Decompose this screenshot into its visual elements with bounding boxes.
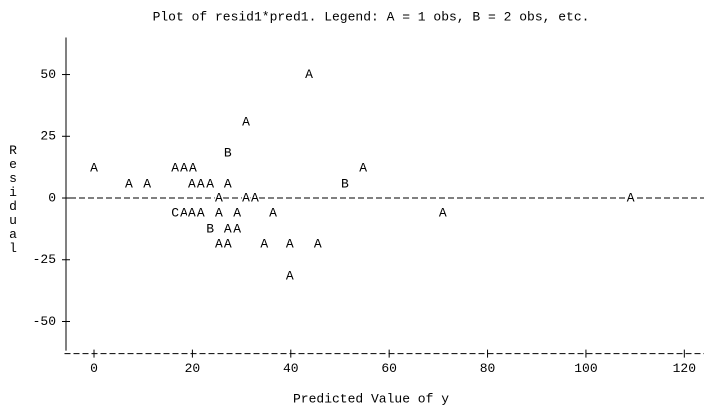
y-tick-label: 0 <box>48 190 56 205</box>
point-symbol: B <box>341 176 349 191</box>
point-symbol: A <box>233 206 241 221</box>
y-tick-label: -50 <box>33 314 56 329</box>
point-symbol: A <box>251 190 259 205</box>
point-symbol: A <box>224 176 232 191</box>
point-symbol: A <box>171 161 179 176</box>
point-symbol: A <box>269 206 277 221</box>
point-symbol: A <box>180 161 188 176</box>
x-tick-label: 20 <box>185 361 201 376</box>
x-tick-label: 120 <box>673 361 696 376</box>
point-symbol: A <box>242 114 250 129</box>
x-tick-label: 60 <box>381 361 397 376</box>
y-tick-label: 25 <box>40 129 56 144</box>
point-symbol: A <box>125 176 133 191</box>
point-symbol: A <box>286 236 294 251</box>
point-symbol: A <box>206 176 214 191</box>
point-symbol: A <box>305 67 313 82</box>
point-symbol: A <box>197 176 205 191</box>
x-tick-label: 0 <box>90 361 98 376</box>
point-symbol: A <box>180 206 188 221</box>
point-symbol: A <box>197 206 205 221</box>
chart-title: Plot of resid1*pred1. Legend: A = 1 obs,… <box>153 9 590 24</box>
point-symbol: A <box>215 236 223 251</box>
point-symbol: A <box>233 222 241 237</box>
y-tick-label: 50 <box>40 67 56 82</box>
point-symbol: A <box>215 206 223 221</box>
point-symbol: A <box>188 176 196 191</box>
point-symbol: A <box>189 161 197 176</box>
x-axis-label: Predicted Value of y <box>293 391 449 406</box>
y-axis-label: Residual <box>6 143 21 255</box>
point-symbol: A <box>439 206 447 221</box>
point-symbol: B <box>224 146 232 161</box>
point-symbol: A <box>286 268 294 283</box>
x-tick-label: 80 <box>480 361 496 376</box>
point-symbol: A <box>242 190 250 205</box>
x-tick-label: 40 <box>283 361 299 376</box>
point-symbol: A <box>627 190 635 205</box>
point-symbol: A <box>188 206 196 221</box>
point-symbol: A <box>260 236 268 251</box>
point-symbol: A <box>224 222 232 237</box>
point-symbol: A <box>359 161 367 176</box>
point-symbol: A <box>143 176 151 191</box>
point-symbol: A <box>90 161 98 176</box>
point-symbol: C <box>171 206 179 221</box>
point-symbol: A <box>314 236 322 251</box>
y-tick-label: -25 <box>33 252 56 267</box>
point-symbol: B <box>206 222 214 237</box>
point-symbol: A <box>215 190 223 205</box>
point-symbol: A <box>224 236 232 251</box>
x-tick-label: 100 <box>574 361 597 376</box>
